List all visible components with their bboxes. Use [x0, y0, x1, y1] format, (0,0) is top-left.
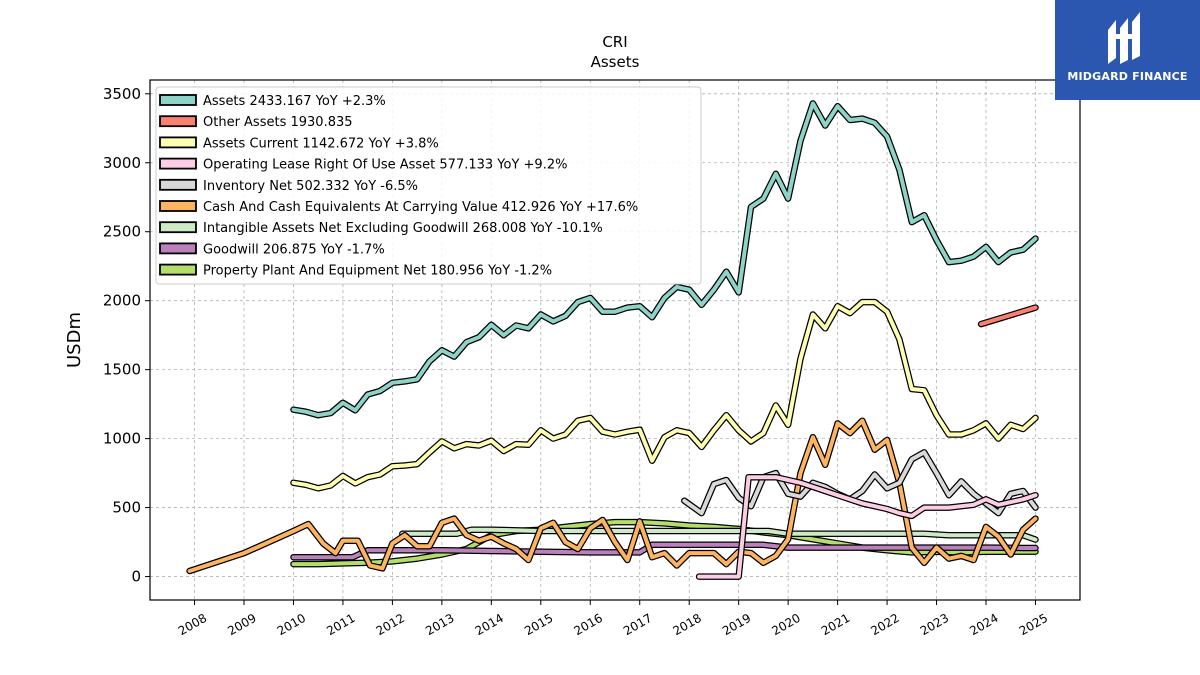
y-tick-label: 3000	[103, 154, 141, 172]
x-tick-label: 2012	[374, 611, 407, 638]
series-line	[979, 305, 1038, 327]
x-tick-label: 2022	[868, 611, 901, 638]
series-line	[187, 418, 1038, 573]
legend-entry: Property Plant And Equipment Net 180.956…	[203, 264, 552, 279]
y-tick-label: 2500	[103, 223, 141, 241]
legend-swatch	[159, 263, 197, 276]
legend-entry: Assets 2433.167 YoY +2.3%	[203, 94, 386, 109]
y-tick-label: 3500	[103, 85, 141, 103]
series-line-outline	[290, 298, 1039, 492]
x-ticks: 2008 2009 2010 2011 2012 2013 2014 2015 2016 2017…	[176, 600, 1050, 638]
x-tick-label: 2013	[423, 611, 456, 638]
legend-swatch	[159, 157, 197, 170]
x-tick-label: 2011	[324, 611, 357, 638]
legend-entry: Goodwill 206.875 YoY -1.7%	[203, 242, 385, 257]
x-tick-label: 2023	[918, 611, 951, 638]
x-tick-label: 2010	[275, 611, 308, 638]
x-tick-label: 2016	[572, 611, 605, 638]
y-axis-label: USDm	[64, 312, 85, 368]
series-line	[291, 542, 1038, 560]
legend-swatch	[159, 178, 197, 191]
y-tick-label: 1000	[103, 430, 141, 448]
legend-entry: Inventory Net 502.332 YoY -6.5%	[203, 179, 418, 194]
y-tick-label: 2000	[103, 292, 141, 310]
y-tick-label: 0	[131, 568, 141, 586]
y-tick-label: 500	[112, 499, 141, 517]
chart-title: CRI	[602, 33, 627, 51]
series-line	[291, 101, 1038, 418]
series-cash-and-cash-equivalents-at-carrying-value	[186, 417, 1039, 575]
legend-entry: Cash And Cash Equivalents At Carrying Va…	[203, 200, 638, 215]
series-assets-current	[290, 298, 1039, 492]
series-line	[400, 527, 1038, 542]
series-other-assets	[977, 304, 1039, 328]
legend-entry: Assets Current 1142.672 YoY +3.8%	[203, 136, 439, 151]
logo-text: MIDGARD FINANCE	[1067, 70, 1188, 83]
x-tick-label: 2015	[522, 611, 555, 638]
chart-subtitle: Assets	[591, 53, 640, 71]
legend-entry: Operating Lease Right Of Use Asset 577.1…	[203, 158, 567, 173]
legend-swatch	[159, 94, 197, 106]
series-layer	[186, 100, 1039, 580]
midgard-finance-logo: MIDGARD FINANCE	[1055, 0, 1200, 100]
series-intangible-assets-net-excluding-goodwill	[399, 526, 1039, 543]
x-tick-label: 2014	[473, 611, 506, 638]
legend-box	[155, 86, 702, 285]
x-tick-label: 2024	[967, 611, 1000, 638]
x-tick-label: 2025	[1017, 611, 1050, 638]
plot-frame	[149, 79, 1081, 601]
legend-swatch	[159, 136, 197, 149]
x-tick-label: 2009	[225, 611, 258, 638]
legend-swatch	[159, 221, 197, 234]
legend-entry: Other Assets 1930.835	[203, 115, 353, 130]
x-tick-label: 2018	[670, 611, 703, 638]
series-assets	[290, 100, 1039, 419]
legend-swatch	[159, 115, 197, 128]
x-tick-label: 2019	[720, 611, 753, 638]
y-tick-label: 1500	[103, 361, 141, 379]
series-line	[291, 300, 1038, 491]
x-tick-label: 2020	[769, 611, 802, 638]
series-goodwill	[290, 541, 1039, 561]
x-tick-label: 2017	[621, 611, 654, 638]
x-tick-label: 2021	[819, 611, 852, 638]
legend-swatch	[159, 242, 197, 255]
legend: Assets 2433.167 YoY +2.3% Other Assets 19…	[155, 86, 702, 285]
logo-mark-icon	[1108, 12, 1140, 64]
x-tick-label: 2008	[176, 611, 209, 638]
y-ticks: 0 500 1000 1500 2000 2500 3000 3500	[103, 85, 150, 586]
series-operating-lease-right-of-use-asset	[695, 473, 1039, 580]
legend-entry: Intangible Assets Net Excluding Goodwill…	[203, 221, 603, 236]
legend-swatch	[159, 200, 197, 212]
series-line	[697, 475, 1038, 579]
